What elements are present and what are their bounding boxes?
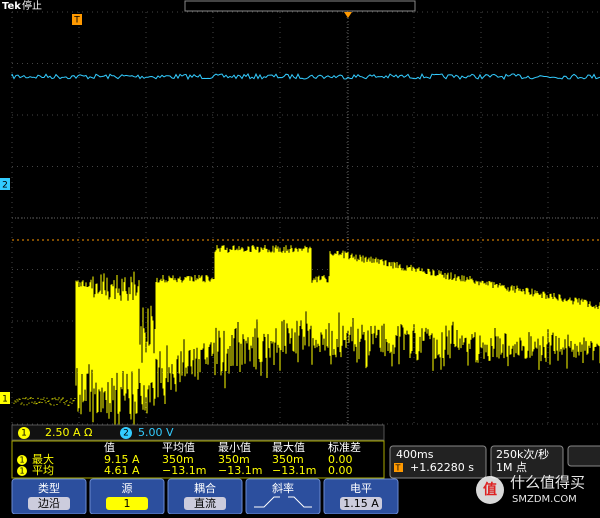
row-name: 最大	[32, 452, 54, 466]
menu-value-box	[106, 497, 148, 510]
ch1-scale: 2.50 A Ω	[45, 426, 92, 439]
watermark-site: SMZDM.COM	[512, 494, 577, 505]
trigger-marker: T	[73, 16, 80, 26]
menu-label: 耦合	[194, 481, 216, 495]
ch2-marker: 2	[2, 181, 8, 191]
menu-label: 源	[122, 481, 133, 495]
ch2-trace	[11, 72, 600, 81]
ch1-id: 1	[21, 429, 27, 439]
row-badge	[17, 455, 27, 465]
cell: 350m	[272, 453, 304, 466]
column-header: 平均值	[162, 441, 195, 454]
row-badge	[17, 466, 27, 476]
column-header: 最大值	[272, 440, 305, 454]
graticule	[11, 11, 600, 425]
column-header: 值	[104, 441, 115, 454]
ch1-marker: 1	[2, 395, 8, 405]
cell: −13.1m	[162, 464, 206, 477]
record-view	[184, 0, 416, 12]
ch1-trace	[13, 245, 600, 430]
row-channel: 1	[19, 456, 24, 465]
cell: 0.00	[328, 453, 353, 466]
menu-label: 类型	[38, 481, 60, 495]
slope-icons	[254, 496, 312, 508]
row-name: 平均	[32, 464, 54, 477]
ch2-marker-box	[0, 178, 10, 190]
menu-value-box	[184, 497, 226, 510]
column-header: 最小值	[218, 441, 251, 454]
watermark-name: 什么值得买	[510, 474, 585, 492]
menu-label: 电平	[350, 482, 372, 495]
cell: −13.1m	[272, 464, 316, 477]
channel-bar	[11, 424, 385, 441]
menu-value: 边沿	[38, 497, 60, 510]
menu-value-box	[28, 497, 70, 510]
menu-value: 1	[124, 497, 131, 510]
cell: −13.1m	[218, 464, 262, 477]
record-length: 1M 点	[496, 461, 527, 474]
expansion-point	[344, 12, 352, 18]
brand: Tek	[2, 1, 21, 12]
ch2-badge	[120, 427, 132, 439]
trigger-position: +1.62280 s	[410, 461, 474, 474]
timebase-box	[389, 445, 487, 479]
menu-label: 斜率	[272, 481, 294, 495]
acquisition-box	[490, 445, 564, 479]
menu-value: 直流	[194, 496, 216, 510]
cell: 4.61 A	[104, 464, 140, 477]
measurement-panel	[11, 440, 385, 479]
watermark-icon	[476, 476, 504, 504]
ch1-badge	[18, 427, 30, 439]
row-channel: 1	[19, 467, 24, 476]
menu-value-box	[340, 497, 382, 510]
trigger-box	[567, 445, 600, 467]
run-status: 停止	[22, 0, 42, 12]
column-header: 标准差	[328, 440, 361, 454]
trigger-pos-marker	[72, 14, 82, 25]
watermark-icon-text: 值	[483, 481, 497, 498]
cell: 350m	[162, 453, 194, 466]
sample-rate: 250k次/秒	[496, 447, 549, 461]
cell: 0.00	[328, 464, 353, 477]
trigger-icon: T	[395, 464, 401, 473]
cell: 9.15 A	[104, 453, 140, 466]
trigger-icon-box	[394, 463, 403, 472]
menu-value: 1.15 A	[343, 497, 379, 510]
timebase-scale: 400ms	[396, 448, 434, 461]
measurement-table: 值 平均值 最小值 最大值 标准差 1 最大 9.15 A 350m 350m 350m 0.00 1 平…	[17, 440, 361, 477]
cell: 350m	[218, 453, 250, 466]
ch1-marker-box	[0, 392, 10, 404]
ch2-scale: 5.00 V	[138, 426, 174, 439]
ch2-id: 2	[123, 429, 129, 439]
